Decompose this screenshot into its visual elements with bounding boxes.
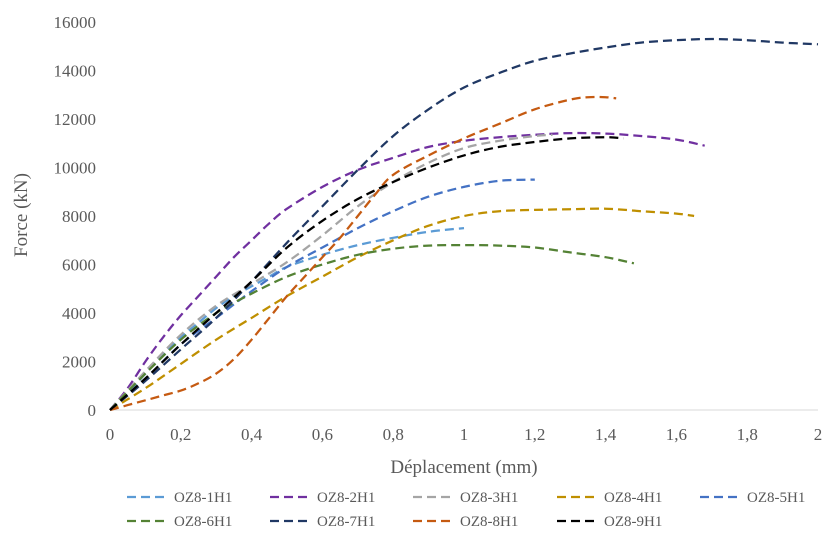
x-tick-label: 2: [814, 425, 823, 444]
legend-label: OZ8-3H1: [460, 490, 518, 506]
x-tick-label: 0,4: [241, 425, 263, 444]
x-tick-label: 0,2: [170, 425, 191, 444]
legend-label: OZ8-7H1: [317, 514, 375, 530]
series-line-oz8-2h1: [109, 131, 705, 411]
y-axis-title: Force (kN): [11, 173, 32, 257]
y-axis-ticks: 0 2000 4000 6000 8000 10000 12000 14000 16000: [54, 13, 97, 420]
x-tick-label: 0: [106, 425, 115, 444]
y-tick-label: 12000: [54, 110, 97, 129]
x-axis-ticks: 0 0,2 0,4 0,6 0,8 1 1,2 1,4 1,6 1,8 2: [106, 425, 823, 444]
legend-label: OZ8-1H1: [174, 490, 232, 506]
legend-label: OZ8-9H1: [604, 514, 662, 530]
x-tick-label: 1,2: [524, 425, 545, 444]
x-tick-label: 1,6: [666, 425, 687, 444]
x-axis-title: Déplacement (mm): [390, 457, 537, 478]
series-line-oz8-3h1: [109, 133, 553, 411]
series-line-oz8-9h1: [109, 136, 624, 411]
series-line-oz8-6h1: [109, 243, 635, 411]
series-line-oz8-7h1: [109, 37, 819, 411]
legend: OZ8-1H1 OZ8-2H1 OZ8-3H1 OZ8-4H1 OZ8-5H1 OZ8-6…: [127, 490, 805, 530]
y-tick-label: 8000: [62, 207, 96, 226]
y-tick-label: 10000: [54, 159, 97, 178]
series-line-oz8-8h1: [109, 95, 617, 412]
x-tick-label: 0,6: [312, 425, 333, 444]
x-tick-label: 1,4: [595, 425, 617, 444]
series-lines: [109, 37, 819, 412]
legend-label: OZ8-2H1: [317, 490, 375, 506]
legend-label: OZ8-8H1: [460, 514, 518, 530]
series-line-oz8-5h1: [109, 178, 535, 411]
x-tick-label: 1: [460, 425, 469, 444]
y-tick-label: 0: [88, 401, 97, 420]
y-tick-label: 6000: [62, 256, 96, 275]
series-line-oz8-4h1: [109, 207, 695, 411]
legend-label: OZ8-6H1: [174, 514, 232, 530]
y-tick-label: 14000: [54, 62, 97, 81]
series-line-oz8-1h1: [109, 226, 465, 411]
y-tick-label: 2000: [62, 353, 96, 372]
x-tick-label: 1,8: [737, 425, 758, 444]
x-tick-label: 0,8: [383, 425, 404, 444]
y-tick-label: 4000: [62, 304, 96, 323]
y-tick-label: 16000: [54, 13, 97, 32]
legend-label: OZ8-4H1: [604, 490, 662, 506]
legend-label: OZ8-5H1: [747, 490, 805, 506]
